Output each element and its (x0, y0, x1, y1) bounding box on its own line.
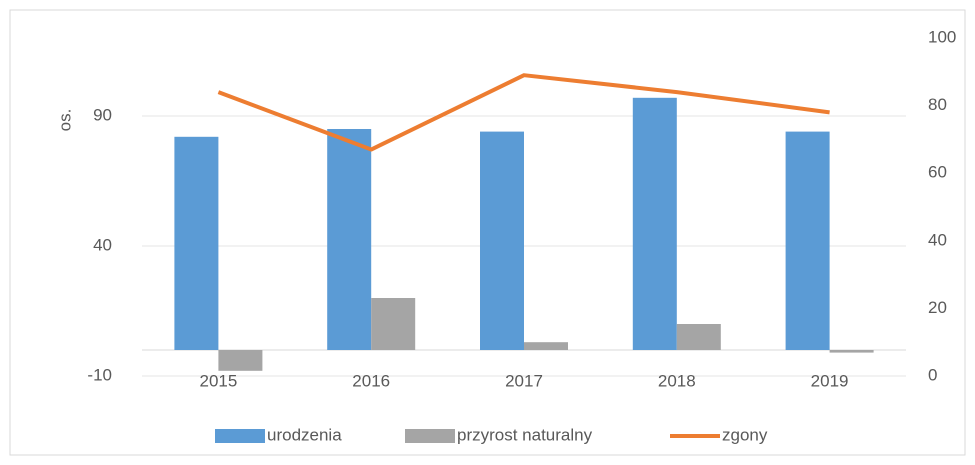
x-tick-label: 2018 (658, 371, 696, 390)
bar (785, 131, 830, 350)
legend-label: przyrost naturalny (457, 425, 593, 444)
bar (676, 324, 721, 350)
legend-label: zgony (722, 425, 768, 444)
bar (371, 298, 416, 350)
bar (829, 350, 874, 353)
y2-tick-label: 60 (928, 163, 947, 182)
legend-label: urodzenia (267, 425, 342, 444)
y-tick-label: 40 (93, 235, 112, 254)
x-tick-label: 2015 (199, 371, 237, 390)
y2-tick-label: 80 (928, 95, 947, 114)
legend-swatch (215, 429, 265, 443)
y-tick-label: 90 (93, 105, 112, 124)
legend-swatch (405, 429, 455, 443)
x-tick-label: 2016 (352, 371, 390, 390)
bar (632, 97, 677, 350)
bar (327, 129, 372, 350)
y2-tick-label: 0 (928, 365, 937, 384)
x-tick-label: 2019 (811, 371, 849, 390)
y-axis-title: os. (55, 109, 74, 132)
bar (480, 131, 524, 350)
x-tick-label: 2017 (505, 371, 543, 390)
y-tick-label: -10 (87, 365, 112, 384)
bar (218, 350, 263, 371)
bar (524, 342, 568, 350)
y2-tick-label: 20 (928, 298, 947, 317)
bar (174, 136, 219, 350)
line-series (217, 73, 830, 152)
y2-tick-label: 40 (928, 230, 947, 249)
y2-tick-label: 100 (928, 27, 956, 46)
